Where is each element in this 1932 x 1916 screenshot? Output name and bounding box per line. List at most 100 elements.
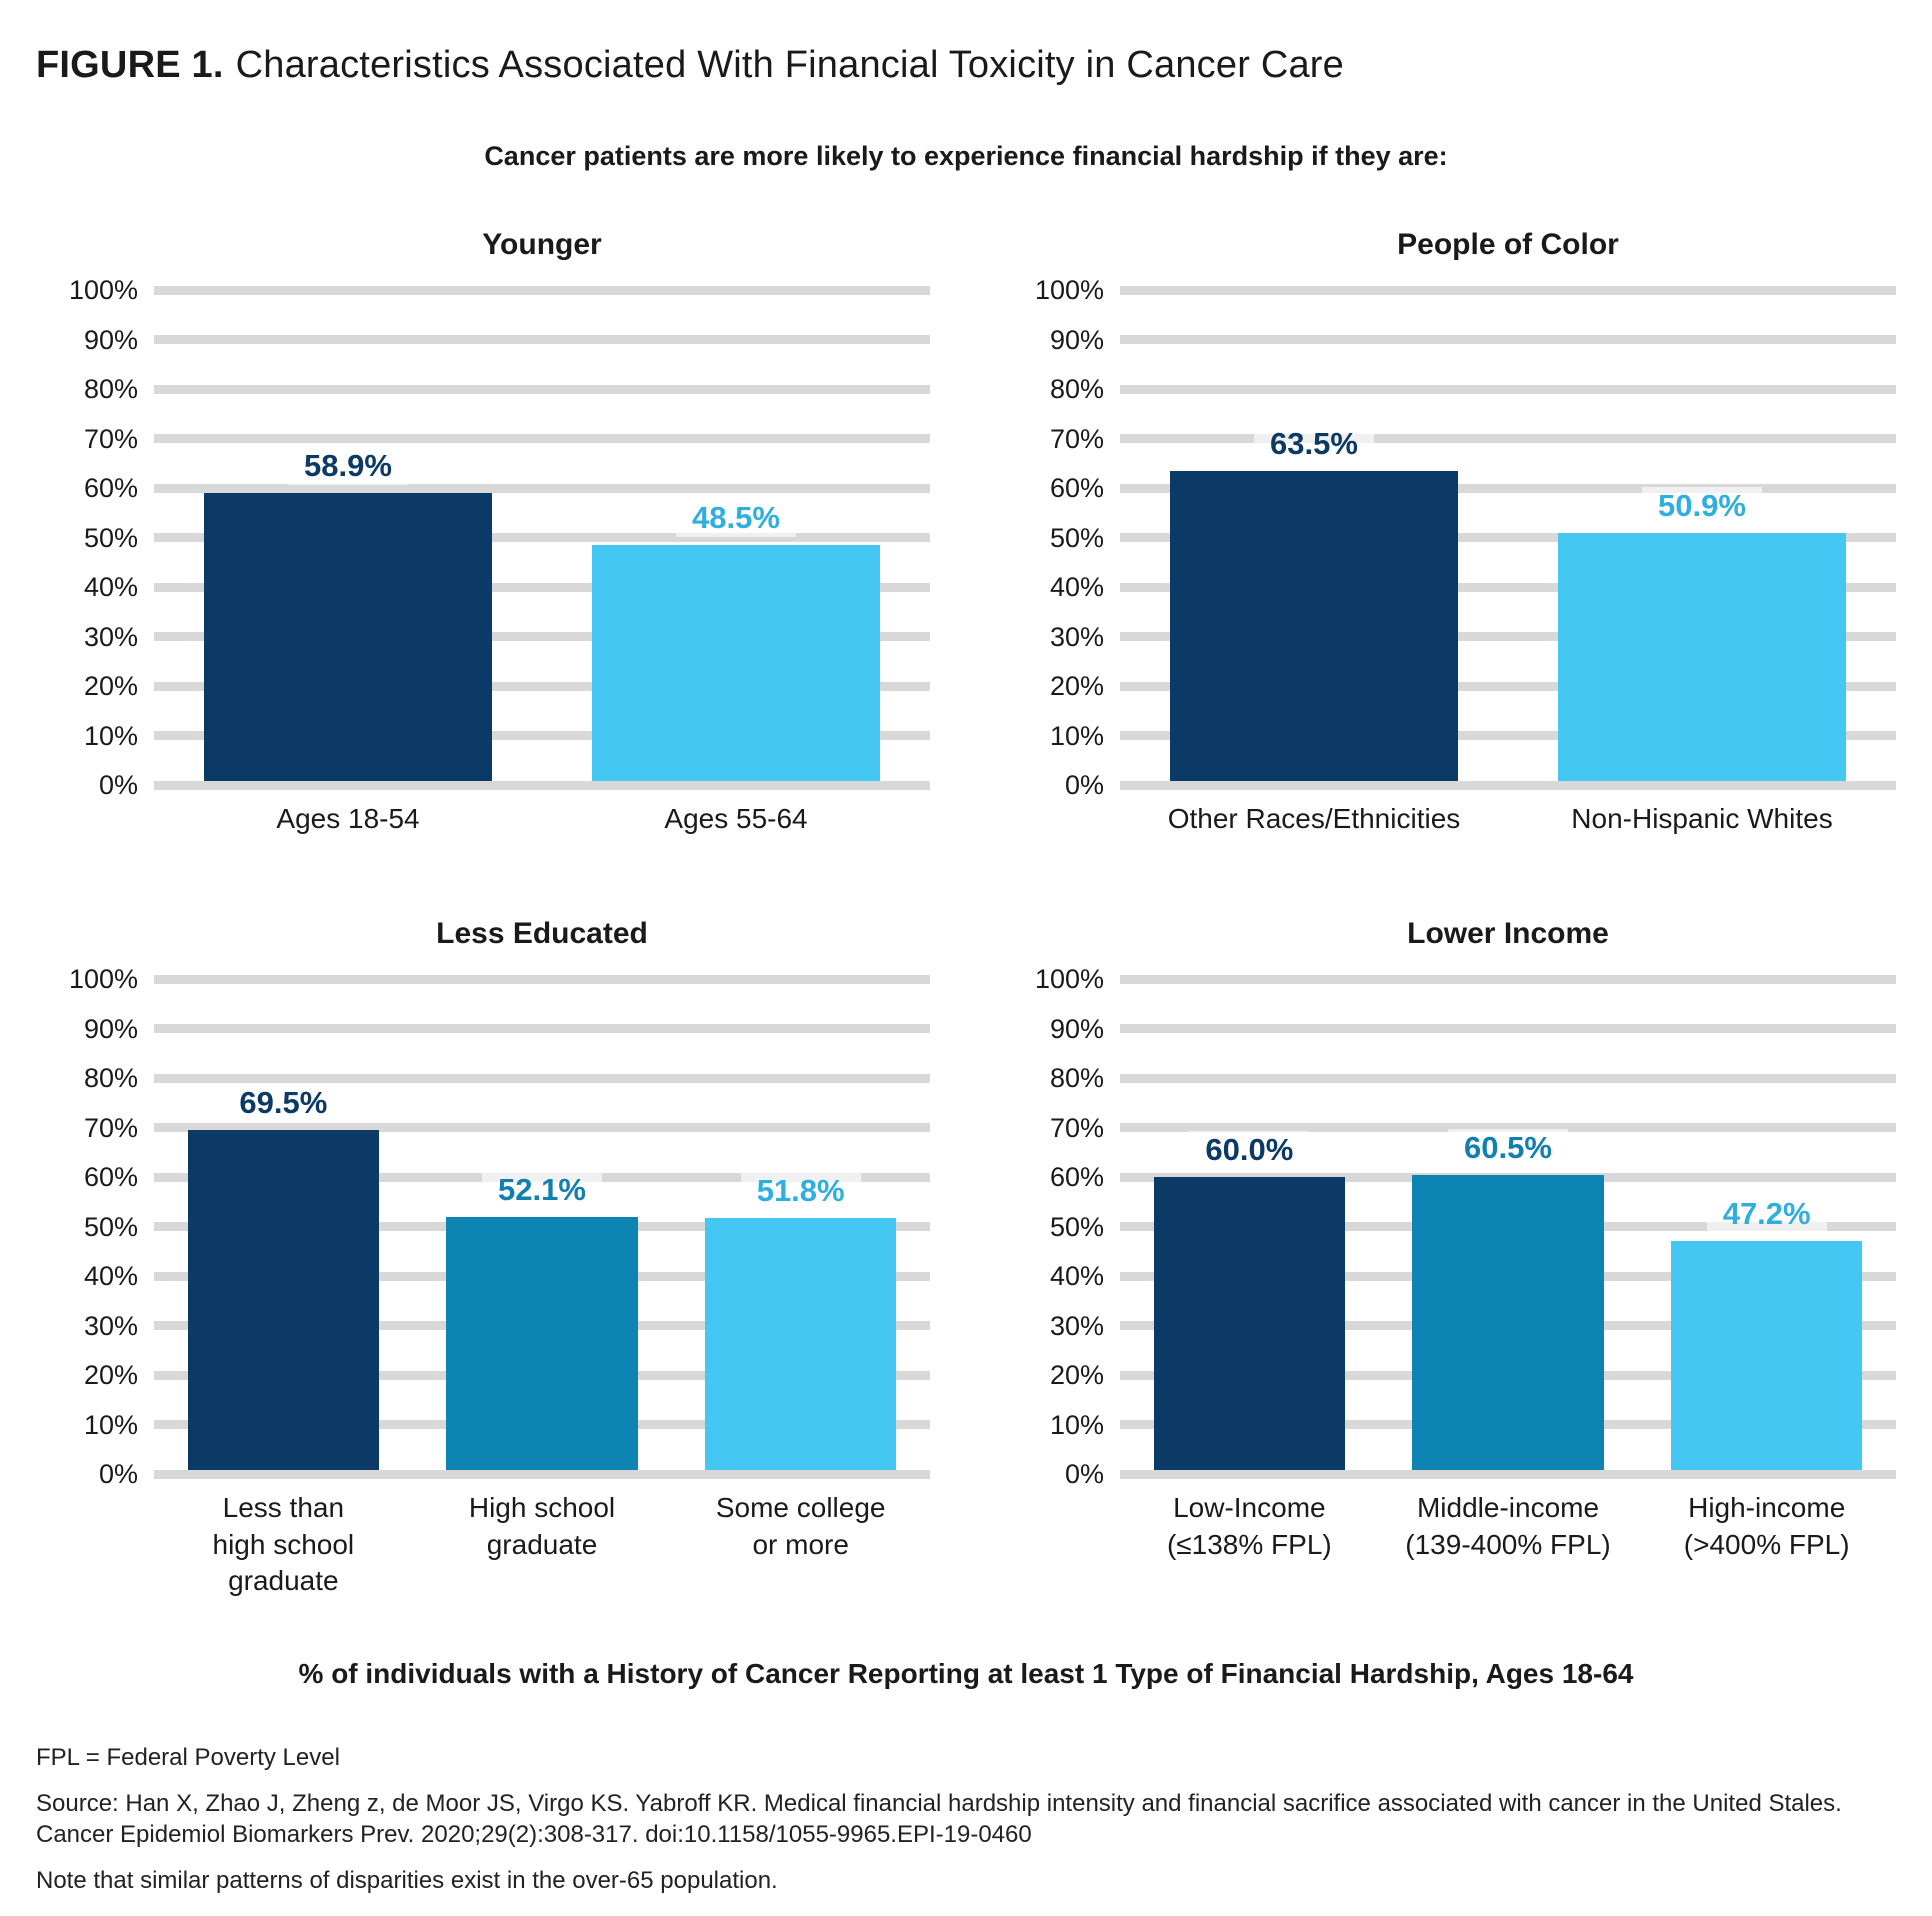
gridline — [1120, 1469, 1896, 1479]
x-axis-category-label: Other Races/Ethnicities — [1167, 803, 1461, 834]
y-axis-tick-label: 80% — [1049, 1063, 1104, 1094]
gridline — [154, 632, 930, 641]
bar-other-races-ethnicities — [1170, 470, 1458, 781]
x-axis-category-label: High-income (>400% FPL) — [1683, 1492, 1850, 1560]
y-axis-tick-label: 10% — [83, 1409, 138, 1440]
charts-grid: Younger 0% 10% 20% 30% 40% 50% 60% 70% 80% 90% 100%… — [36, 228, 1896, 1600]
y-axis-tick-label: 90% — [1049, 1013, 1104, 1044]
x-axis-category-label: Middle-income (139-400% FPL) — [1405, 1492, 1611, 1560]
plot-area-wrap: 0% 10% 20% 30% 40% 50% 60% 70% 80% 90% 100% 63.5% 50… — [1002, 275, 1896, 800]
gridline — [154, 1073, 930, 1083]
gridline — [154, 780, 930, 790]
x-axis-category-label: Low-Income (≤138% FPL) — [1166, 1492, 1332, 1560]
gridline — [154, 483, 930, 493]
bar-value-label: 52.1% — [482, 1170, 602, 1209]
footnote-source: Source: Han X, Zhao J, Zheng z, de Moor … — [36, 1789, 1842, 1848]
gridline — [1120, 335, 1896, 344]
bar-high-income-400-fpl — [1670, 1240, 1863, 1470]
y-axis-tick-label: 100% — [1034, 275, 1104, 305]
bar-value-label: 58.9% — [288, 447, 408, 486]
bar-value-label: 63.5% — [1254, 424, 1374, 463]
y-axis-tick-label: 40% — [83, 1261, 138, 1292]
chart-title: Lower Income — [1407, 917, 1609, 951]
y-axis-tick-label: 60% — [1049, 473, 1104, 503]
y-axis-tick-label: 20% — [1049, 671, 1104, 701]
plot-area: 0% 10% 20% 30% 40% 50% 60% 70% 80% 90% 100% 58.9% 48… — [69, 275, 930, 800]
chart-younger: Younger 0% 10% 20% 30% 40% 50% 60% 70% 80% 90% 100%… — [36, 228, 930, 837]
chart-people-of-color: People of Color 0% 10% 20% 30% 40% 50% 60% 70% 80… — [1002, 228, 1896, 837]
chart-title: People of Color — [1397, 228, 1619, 261]
y-axis-tick-label: 10% — [1049, 1409, 1104, 1440]
y-axis-tick-label: 70% — [83, 423, 138, 454]
gridline — [154, 335, 930, 344]
y-axis-tick-label: 60% — [1049, 1162, 1104, 1193]
gridline — [154, 533, 930, 542]
gridline — [1120, 780, 1896, 790]
y-axis-tick-label: 50% — [83, 522, 138, 553]
y-axis-tick-label: 40% — [83, 572, 138, 602]
y-axis-tick-label: 100% — [68, 964, 138, 995]
gridline — [154, 285, 930, 295]
gridline — [1120, 1073, 1896, 1083]
bar-value-label: 69.5% — [223, 1084, 344, 1123]
x-axis-category-label: Less than high school graduate — [212, 1492, 355, 1597]
x-axis-category-label: Ages 18-54 — [276, 803, 420, 834]
figure-title-text: Characteristics Associated With Financia… — [235, 44, 1344, 86]
y-axis-tick-label: 50% — [83, 1211, 138, 1242]
gridline — [154, 1469, 930, 1479]
y-axis-tick-label: 40% — [1049, 1261, 1104, 1292]
chart-title: Younger — [482, 228, 602, 261]
chart-lower-income: Lower Income 0% 10% 20% 30% 40% 50% 60% 70% 80% 90… — [1002, 917, 1896, 1599]
bar-high-school-graduate — [446, 1216, 638, 1470]
gridline — [1120, 285, 1896, 295]
x-axis-labels: Other Races/Ethnicities Non-Hispanic Whit… — [1120, 801, 1896, 837]
y-axis-tick-label: 30% — [83, 1310, 138, 1341]
footnotes: FPL = Federal Poverty Level Source: Han … — [36, 1742, 1896, 1897]
y-axis-tick-label: 30% — [83, 621, 138, 652]
bar-less-than-high-school-graduate — [187, 1130, 380, 1470]
gridline — [1120, 1024, 1896, 1034]
gridline — [154, 434, 930, 443]
bar-value-label: 48.5% — [676, 498, 796, 537]
y-axis-tick-label: 50% — [1049, 1211, 1104, 1242]
gridline — [1120, 1123, 1896, 1133]
y-axis-tick-label: 20% — [1049, 1360, 1104, 1391]
x-axis-category-label: Ages 55-64 — [664, 803, 808, 834]
gridline — [154, 582, 930, 592]
plot-area-wrap: 0% 10% 20% 30% 40% 50% 60% 70% 80% 90% 100% 60.0% 60… — [1002, 964, 1896, 1489]
y-axis-tick-label: 90% — [1049, 324, 1104, 355]
y-axis-tick-label: 70% — [83, 1112, 138, 1143]
x-axis-labels: Ages 18-54 Ages 55-64 — [154, 801, 930, 837]
chart-less-educated: Less Educated 0% 10% 20% 30% 40% 50% 60% 70% 80% 9… — [36, 917, 930, 1599]
gridline — [1120, 731, 1896, 740]
y-axis-tick-label: 0% — [98, 1459, 138, 1490]
figure-label: FIGURE 1. — [36, 44, 224, 86]
y-axis-tick-label: 50% — [1049, 522, 1104, 553]
y-axis-tick-label: 70% — [1049, 423, 1104, 454]
y-axis-tick-label: 30% — [1049, 1310, 1104, 1341]
gridline — [1120, 384, 1896, 394]
plot-area: 0% 10% 20% 30% 40% 50% 60% 70% 80% 90% 100% 60.0% 60… — [1035, 964, 1896, 1489]
bar-value-label: 51.8% — [740, 1171, 861, 1210]
gridline — [1120, 483, 1896, 493]
bar-value-label: 50.9% — [1642, 487, 1762, 526]
gridline — [154, 1123, 930, 1133]
plot-area-wrap: 0% 10% 20% 30% 40% 50% 60% 70% 80% 90% 100% 69.5% 52… — [36, 964, 930, 1489]
y-axis-tick-label: 80% — [1049, 374, 1104, 404]
bottom-caption: % of individuals with a History of Cance… — [298, 1657, 1634, 1689]
y-axis-tick-label: 0% — [98, 770, 138, 800]
y-axis-tick-label: 100% — [68, 275, 138, 305]
y-axis-tick-label: 20% — [83, 671, 138, 701]
y-axis-tick-label: 60% — [83, 473, 138, 503]
y-axis-tick-label: 70% — [1049, 1112, 1104, 1143]
bar-ages-55-64 — [592, 544, 880, 781]
gridline — [1120, 582, 1896, 592]
y-axis-tick-label: 0% — [1064, 1459, 1104, 1490]
y-axis-tick-label: 30% — [1049, 621, 1104, 652]
gridline — [1120, 974, 1896, 984]
gridline — [1120, 533, 1896, 542]
gridline — [154, 731, 930, 740]
figure-subtitle: Cancer patients are more likely to exper… — [484, 141, 1448, 171]
gridline — [154, 681, 930, 691]
gridline — [154, 384, 930, 394]
